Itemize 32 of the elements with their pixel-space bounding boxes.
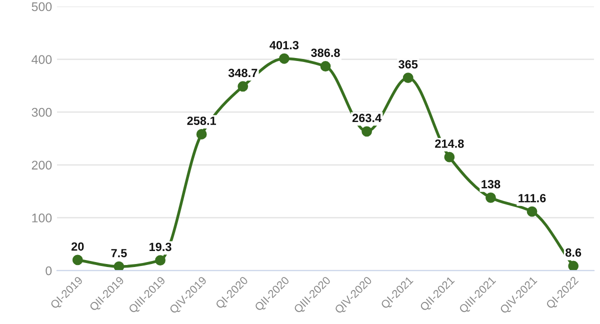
data-label: 401.3 (270, 40, 299, 50)
data-label: 263.4 (352, 114, 382, 122)
point (196, 129, 207, 140)
data-label: 7.5 (111, 249, 127, 258)
point (278, 53, 290, 64)
point (402, 72, 414, 83)
y-tick-label: 100 (32, 214, 52, 222)
point (320, 61, 331, 72)
point (238, 81, 248, 92)
data-label: 19.3 (150, 242, 172, 252)
point (568, 260, 579, 271)
point (114, 261, 124, 271)
data-label: 111.6 (518, 194, 546, 202)
data-label: 365 (398, 60, 418, 69)
point (72, 254, 83, 266)
data-label: 386.8 (311, 48, 340, 57)
point (444, 152, 455, 162)
data-label: 8.6 (566, 248, 582, 257)
y-tick-label: 500 (32, 2, 52, 12)
data-label: 348.7 (228, 68, 258, 78)
y-tick-label: 400 (32, 55, 52, 64)
data-label: 214.8 (435, 139, 464, 148)
y-tick-label: 0 (46, 266, 52, 276)
point (155, 255, 166, 266)
y-tick-label: 300 (32, 108, 52, 117)
point (486, 192, 496, 203)
point (526, 206, 538, 217)
data-label: 138 (482, 180, 500, 188)
y-tick-label: 200 (32, 160, 52, 170)
point (362, 126, 372, 137)
data-label: 20 (72, 242, 84, 251)
data-label: 258.1 (187, 116, 216, 125)
